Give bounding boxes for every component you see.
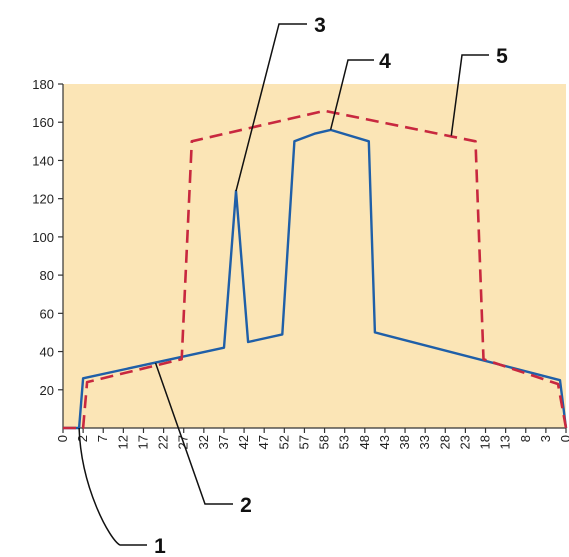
x-tick-label: 17 [135,435,150,449]
x-tick-label: 28 [437,435,452,449]
callout-label: 4 [379,50,391,73]
y-axis: 20 40 60 80 100 120 140 160 180 [32,77,64,428]
x-tick-label: 18 [478,435,493,449]
solid-series-line [63,128,568,430]
x-tick-label: 42 [236,435,251,449]
x-tick-label: 2 [75,435,90,442]
x-tick-label: 58 [317,435,332,449]
y-tick-label: 60 [40,306,54,321]
x-axis: 0 2 7 12 17 22 27 32 37 42 47 52 57 58 53 48 43 38 33 28 23 1… [55,427,569,449]
x-tick-label: 23 [457,435,472,449]
x-tick-label: 32 [196,435,211,449]
x-tick-label: 52 [276,435,291,449]
x-tick-label: 48 [357,435,372,449]
y-tick-label: 80 [40,268,54,283]
x-tick-label: 22 [156,435,171,449]
x-tick-label: 8 [518,435,533,442]
x-tick-label: 3 [538,435,553,442]
y-tick-label: 40 [40,345,54,360]
x-tick-label: 38 [397,435,412,449]
callout-leader-line [78,427,147,546]
x-tick-label: 37 [216,435,231,449]
x-tick-label: 33 [417,435,432,449]
callout-label: 1 [154,535,166,557]
x-tick-label: 7 [95,435,110,442]
callout-leader-line [235,23,307,192]
x-tick-label: 57 [296,435,311,449]
y-tick-label: 160 [32,115,54,130]
y-tick-label: 140 [32,153,54,168]
callout-label: 3 [314,14,326,37]
callout-leader-line [154,362,233,505]
y-tick-label: 100 [32,230,54,245]
callout-leader-line [450,54,489,136]
x-tick-label: 0 [55,435,70,442]
x-tick-label: 0 [558,435,569,442]
y-tick-label: 120 [32,192,54,207]
y-tick-label: 20 [40,383,54,398]
callout-leader-line [329,59,374,131]
callout-label: 5 [496,45,508,68]
plot-background [63,84,566,428]
y-tick-label: 180 [32,77,54,92]
x-tick-label: 43 [377,435,392,449]
x-tick-label: 53 [337,435,352,449]
x-tick-label: 47 [256,435,271,449]
callout-label: 2 [240,494,252,517]
series-lines [63,109,568,430]
dashed-series-line [63,109,568,430]
x-tick-label: 12 [115,435,130,449]
x-tick-label: 13 [498,435,513,449]
